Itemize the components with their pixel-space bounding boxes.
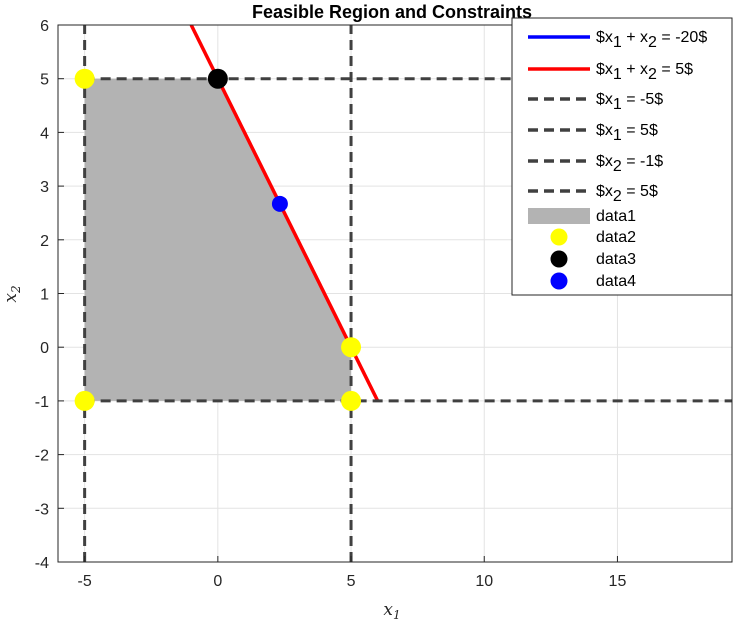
y-tick-label-4: 0 [40, 340, 49, 357]
x-tick-label-0: -5 [78, 573, 92, 590]
y-tick-label-7: 3 [40, 179, 49, 196]
legend-label-part: + x [622, 61, 648, 78]
legend-label-part: $x [596, 29, 613, 46]
legend-label-part: 2 [613, 188, 622, 205]
legend-swatch-7 [550, 228, 568, 246]
legend-label-part: 2 [648, 66, 657, 83]
y-tick-label-3: -1 [35, 394, 49, 411]
legend-box [511, 17, 733, 296]
legend-label-part: 1 [613, 127, 622, 144]
axis-label-base: x [1, 293, 21, 303]
legend-label-part: = 5$ [622, 122, 658, 139]
legend-label-part: 1 [613, 66, 622, 83]
y-tick-label-10: 6 [40, 18, 49, 35]
legend-label-8: data3 [596, 251, 636, 268]
legend-label-part: $x [596, 61, 613, 78]
marker-data2-2 [341, 337, 362, 358]
y-tick-label-0: -4 [35, 555, 49, 572]
y-tick-label-2: -2 [35, 448, 49, 465]
legend-label-0: $x1 + x2 = -20$ [596, 29, 707, 51]
legend-label-5: $x2 = 5$ [596, 183, 658, 205]
y-tick-label-1: -3 [35, 501, 49, 518]
y-tick-label-6: 2 [40, 233, 49, 250]
marker-data2-3 [341, 390, 362, 411]
marker-data3-0 [207, 68, 228, 89]
x-tick-label-3: 10 [475, 573, 493, 590]
legend-label-9: data4 [596, 273, 636, 290]
plot-layer [74, 25, 732, 562]
tick-labels: -5 0 5 10 15 -4 -3 -2 -1 0 1 2 3 4 5 6 [35, 18, 627, 590]
y-tick-label-9: 5 [40, 72, 49, 89]
legend-label-part: data2 [596, 229, 636, 246]
legend-label-part: = 5$ [622, 183, 658, 200]
legend-label-4: $x2 = -1$ [596, 153, 663, 175]
legend-label-part: = -1$ [622, 153, 663, 170]
legend-label-part: $x [596, 153, 613, 170]
legend-label-3: $x1 = 5$ [596, 122, 658, 144]
region-data1 [84, 78, 352, 401]
legend-label-part: 1 [613, 34, 622, 51]
legend-label-7: data2 [596, 229, 636, 246]
legend-swatch-6 [528, 208, 590, 224]
marker-data2-0 [74, 68, 95, 89]
x-tick-label-4: 15 [609, 573, 627, 590]
legend-label-part: $x [596, 122, 613, 139]
x-tick-label-2: 5 [347, 573, 356, 590]
legend-label-part: 2 [648, 34, 657, 51]
legend-label-1: $x1 + x2 = 5$ [596, 61, 693, 83]
axis-label-base: x [383, 600, 393, 620]
legend-label-part: = -20$ [657, 29, 707, 46]
legend-label-part: data3 [596, 251, 636, 268]
legend-swatch-9 [550, 272, 568, 290]
chart-title: Feasible Region and Constraints [252, 2, 532, 22]
legend-label-2: $x1 = -5$ [596, 91, 663, 113]
legend-label-part: $x [596, 183, 613, 200]
legend-label-part: = -5$ [622, 91, 663, 108]
legend-label-6: data1 [596, 208, 636, 225]
legend-label-part: 1 [613, 96, 622, 113]
marker-data4-0 [271, 195, 288, 212]
legend-label-part: data4 [596, 273, 636, 290]
legend-label-part: 2 [613, 158, 622, 175]
marker-data2-1 [74, 390, 95, 411]
legend-label-part: data1 [596, 208, 636, 225]
x-axis-label: x1 [383, 600, 400, 621]
y-axis-label: x2 [1, 285, 23, 302]
legend: $x1 + x2 = -20$$x1 + x2 = 5$$x1 = -5$$x1… [511, 17, 733, 296]
legend-label-part: $x [596, 91, 613, 108]
legend-label-part: = 5$ [657, 61, 693, 78]
legend-swatch-8 [550, 250, 568, 268]
y-tick-label-8: 4 [40, 125, 49, 142]
x-tick-label-1: 0 [213, 573, 222, 590]
legend-label-part: + x [622, 29, 648, 46]
axis-label-subscript: 2 [9, 285, 23, 294]
y-tick-label-5: 1 [40, 287, 49, 304]
axis-label-subscript: 1 [393, 608, 401, 621]
